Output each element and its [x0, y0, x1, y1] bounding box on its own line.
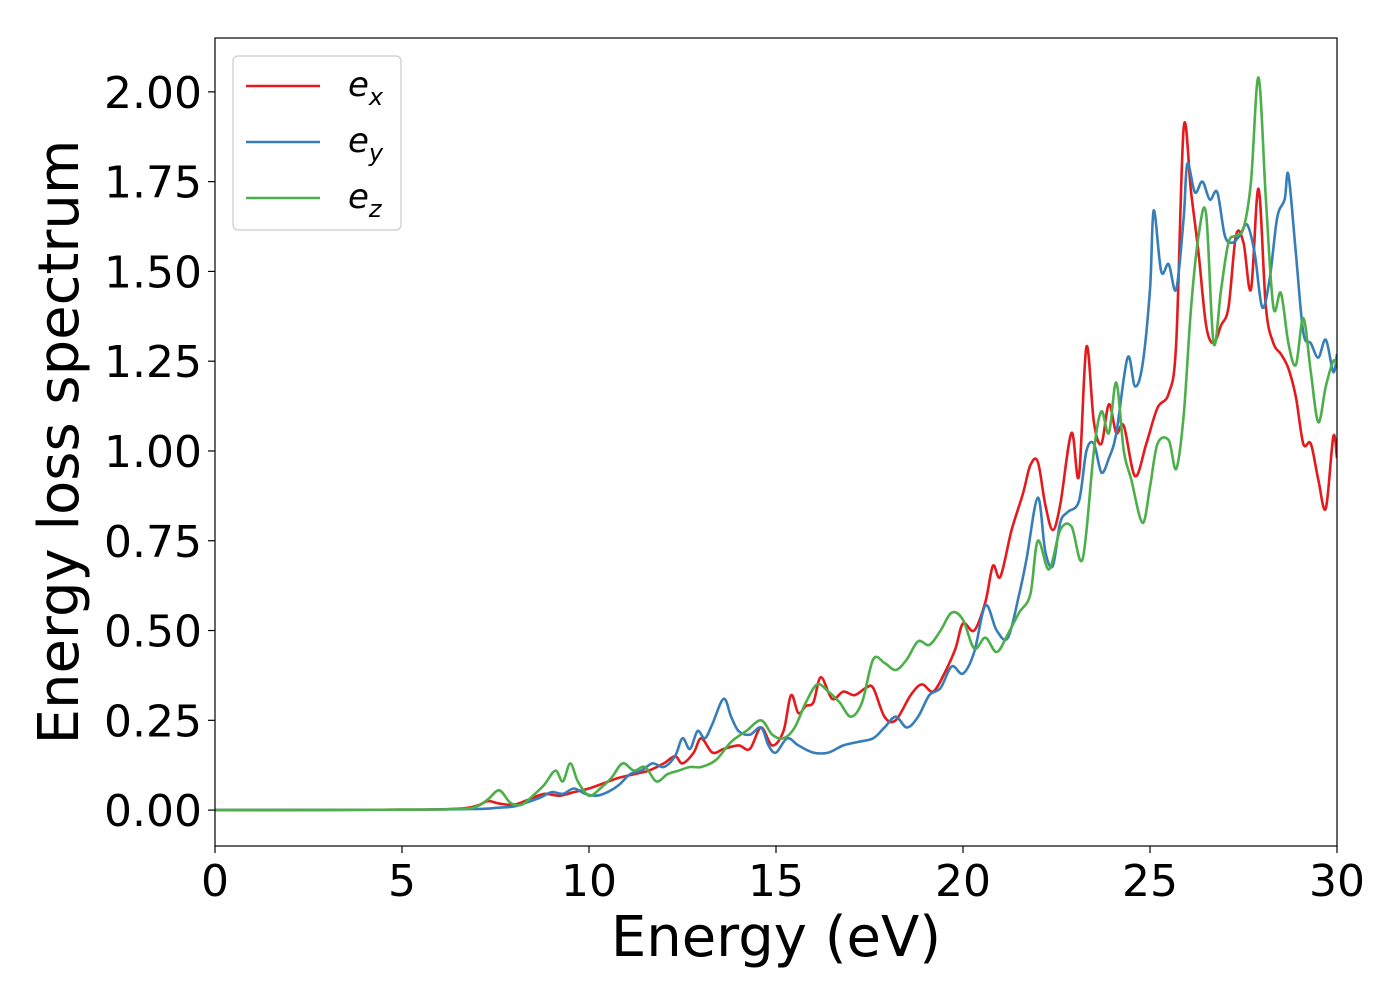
y-tick-label: 1.75	[104, 158, 202, 209]
series-layer	[215, 76, 1337, 812]
y-tick-label: 2.00	[104, 68, 202, 119]
y-tick-label: 0.25	[104, 696, 202, 747]
y-tick-label: 0.00	[104, 786, 202, 837]
legend-label-base: e	[348, 177, 369, 217]
x-tick-label: 5	[388, 856, 416, 907]
legend-label-base: e	[348, 121, 369, 161]
y-axis: 0.00 0.25 0.50 0.75 1.00 1.25 1.50 1.75 2.00	[104, 68, 215, 837]
legend-label-ex: ex	[348, 65, 384, 111]
x-tick-label: 0	[201, 856, 229, 907]
series-line-ez	[215, 76, 1337, 812]
legend-label-sub: x	[368, 83, 384, 111]
y-tick-label: 0.75	[104, 517, 202, 568]
y-axis-title: Energy loss spectrum	[27, 140, 92, 745]
y-tick-label: 1.50	[104, 247, 202, 298]
x-tick-label: 30	[1309, 856, 1365, 907]
legend-label-sub: z	[368, 195, 383, 223]
x-tick-label: 20	[935, 856, 991, 907]
y-tick-label: 0.50	[104, 607, 202, 658]
legend-label-ez: ez	[348, 177, 383, 223]
legend-label-sub: y	[368, 139, 384, 167]
x-axis: 0 5 10 15 20 25 30	[201, 846, 1365, 907]
x-axis-title: Energy (eV)	[611, 905, 941, 970]
x-tick-label: 25	[1122, 856, 1178, 907]
x-tick-label: 10	[561, 856, 617, 907]
y-tick-label: 1.00	[104, 427, 202, 478]
y-tick-label: 1.25	[104, 337, 202, 388]
x-tick-label: 15	[748, 856, 804, 907]
legend-label-ey: ey	[348, 121, 384, 167]
legend-label-base: e	[348, 65, 369, 105]
series-line-ey	[215, 162, 1337, 812]
